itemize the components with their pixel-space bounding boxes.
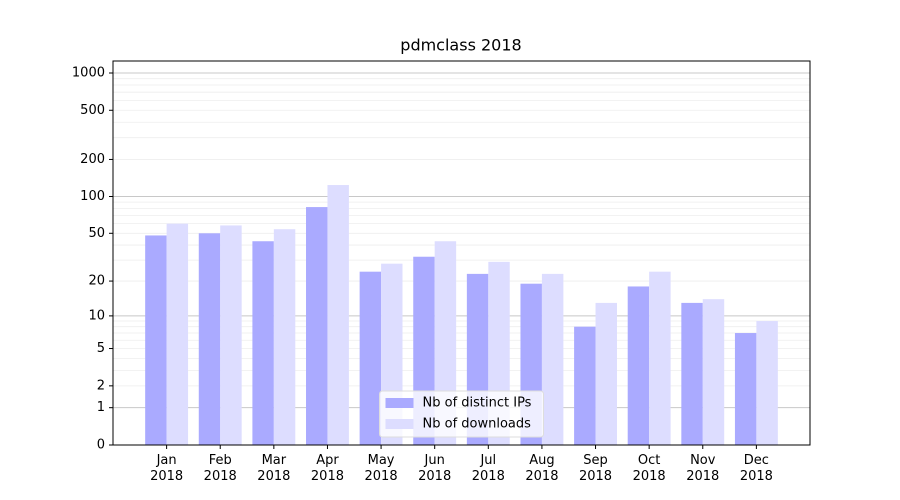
bar: [306, 207, 328, 445]
y-tick-label: 200: [80, 152, 105, 167]
bar: [166, 223, 189, 445]
plot-frame: [112, 60, 811, 446]
x-tick-label: Nov 2018: [686, 453, 720, 484]
legend-swatch: [385, 398, 414, 408]
y-tick-label: 0: [97, 438, 105, 453]
x-tick-label: Jun 2018: [418, 453, 452, 484]
x-tick-label: Aug 2018: [525, 453, 559, 484]
x-tick-label: Dec 2018: [739, 453, 773, 484]
chart-title: pdmclass 2018: [400, 36, 521, 55]
y-tick-label: 5: [97, 341, 105, 356]
y-tick-label: 50: [88, 226, 105, 241]
bar: [327, 185, 349, 445]
y-tick-label: 1: [97, 400, 105, 415]
x-tick-label: Sep 2018: [578, 453, 613, 484]
bar: [756, 321, 778, 445]
y-tick-label: 20: [88, 274, 105, 289]
bar: [627, 286, 650, 445]
bar: [198, 233, 221, 445]
x-tick-label: Mar 2018: [257, 453, 291, 484]
y-tick-label: 2: [97, 378, 105, 393]
bar: [541, 273, 564, 445]
bar: [273, 229, 296, 445]
bar: [574, 326, 596, 445]
bar: [595, 302, 617, 445]
legend-box: [379, 390, 544, 438]
bar: [734, 333, 757, 445]
bar: [702, 299, 725, 445]
y-tick-label: 10: [88, 308, 105, 323]
y-tick-label: 100: [80, 189, 105, 204]
y-tick-label: 500: [80, 103, 105, 118]
x-tick-label: Apr 2018: [310, 453, 344, 484]
legend-label: Nb of downloads: [423, 417, 532, 432]
bar: [252, 241, 274, 445]
y-tick-label: 1000: [72, 66, 105, 81]
bar: [220, 225, 242, 445]
legend-label: Nb of distinct IPs: [423, 396, 532, 411]
bar: [145, 235, 167, 445]
legend-swatch: [385, 419, 414, 429]
bar: [359, 271, 382, 445]
bar: [649, 271, 671, 445]
x-tick-label: Jan 2018: [150, 453, 184, 484]
x-tick-label: Oct 2018: [632, 453, 666, 484]
x-tick-label: Jul 2018: [471, 453, 505, 484]
x-tick-label: May 2018: [364, 453, 398, 484]
bar: [681, 302, 703, 445]
x-tick-label: Feb 2018: [203, 453, 237, 484]
